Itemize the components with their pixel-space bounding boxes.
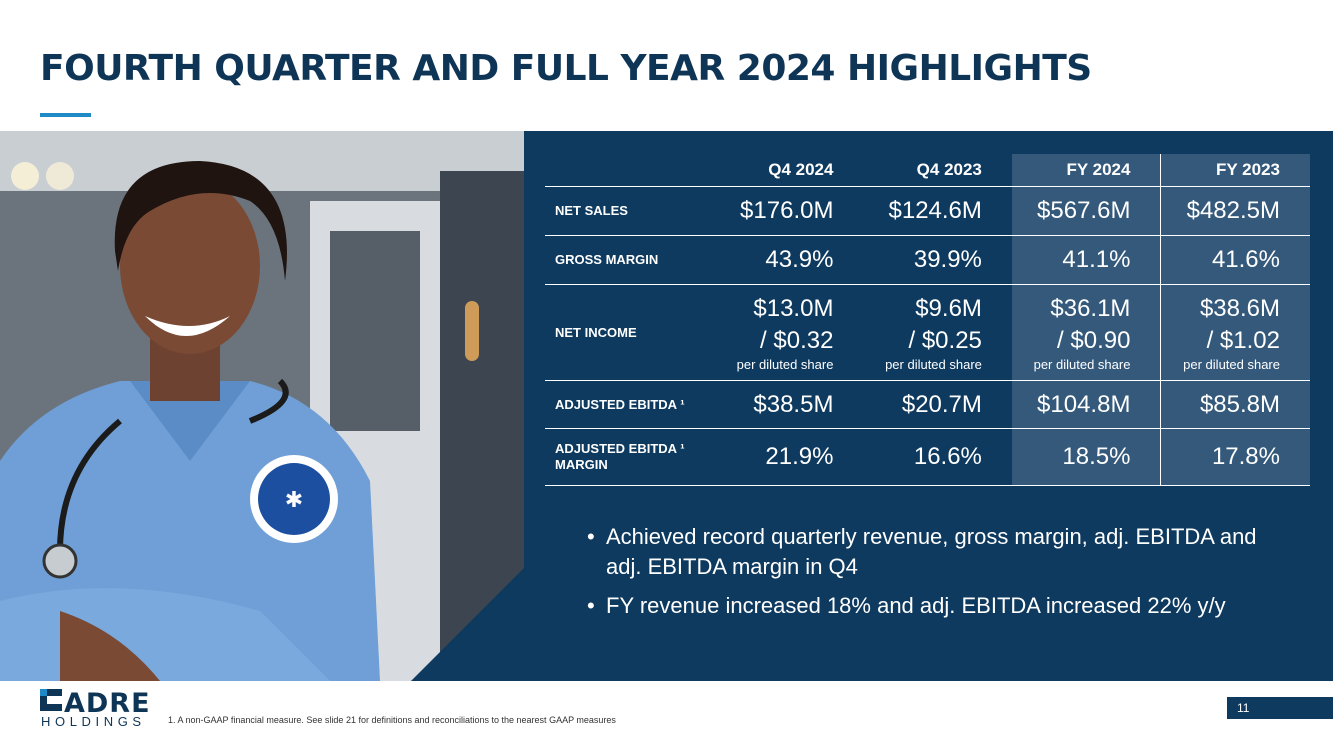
eps-value: / $0.90 bbox=[1057, 326, 1131, 354]
cell-value: $104.8M bbox=[1011, 380, 1161, 429]
table-header-row: Q4 2024 Q4 2023 FY 2024 FY 2023 bbox=[545, 154, 1310, 187]
eps-note: per diluted share bbox=[1183, 356, 1280, 372]
cell-value: $38.5M bbox=[715, 380, 864, 429]
title-accent-rule bbox=[40, 113, 91, 117]
highlights-bullets: Achieved record quarterly revenue, gross… bbox=[587, 522, 1287, 630]
eps-note: per diluted share bbox=[885, 356, 982, 372]
cell-value: 41.1% bbox=[1011, 235, 1161, 285]
row-label-adjusted-ebitda: ADJUSTED EBITDA ¹ bbox=[545, 380, 715, 429]
cell-value: $13.0M / $0.32 per diluted share bbox=[715, 284, 864, 381]
eps-value: / $0.32 bbox=[760, 326, 834, 354]
emt-photo: ✱ bbox=[0, 131, 600, 681]
cell-value: $38.6M / $1.02 per diluted share bbox=[1160, 284, 1310, 381]
highlights-table: Q4 2024 Q4 2023 FY 2024 FY 2023 NET SALE… bbox=[545, 154, 1310, 486]
net-income-value: $9.6M bbox=[915, 294, 982, 322]
cell-value: $85.8M bbox=[1160, 380, 1310, 429]
header-fy-2023: FY 2023 bbox=[1160, 154, 1310, 187]
row-label-net-sales: NET SALES bbox=[545, 186, 715, 236]
table-row: GROSS MARGIN 43.9% 39.9% 41.1% 41.6% bbox=[545, 235, 1310, 285]
eps-value: / $1.02 bbox=[1206, 326, 1280, 354]
cell-value: $176.0M bbox=[715, 186, 864, 236]
page-number: 11 bbox=[1227, 697, 1333, 719]
eps-note: per diluted share bbox=[736, 356, 834, 372]
logo-subtitle: HOLDINGS bbox=[41, 714, 146, 729]
cell-value: $124.6M bbox=[863, 186, 1012, 236]
cell-value: $567.6M bbox=[1011, 186, 1161, 236]
logo-wordmark: ADRE bbox=[64, 688, 151, 719]
table-row: NET SALES $176.0M $124.6M $567.6M $482.5… bbox=[545, 186, 1310, 236]
cell-value: $36.1M / $0.90 per diluted share bbox=[1011, 284, 1161, 381]
net-income-value: $13.0M bbox=[753, 294, 834, 322]
table-header-empty bbox=[545, 154, 715, 187]
row-label-adjusted-ebitda-margin: ADJUSTED EBITDA ¹ MARGIN bbox=[545, 428, 715, 486]
header-q4-2024: Q4 2024 bbox=[715, 154, 864, 187]
panel-corner-cut bbox=[411, 568, 524, 681]
row-label-net-income: NET INCOME bbox=[545, 284, 715, 381]
cadre-logo-icon bbox=[40, 689, 62, 711]
cell-value: 39.9% bbox=[863, 235, 1012, 285]
svg-text:✱: ✱ bbox=[285, 488, 303, 513]
bullet-item: Achieved record quarterly revenue, gross… bbox=[587, 522, 1287, 582]
cell-value: 43.9% bbox=[715, 235, 864, 285]
cell-value: $482.5M bbox=[1160, 186, 1310, 236]
header-fy-2024: FY 2024 bbox=[1011, 154, 1161, 187]
net-income-value: $38.6M bbox=[1199, 294, 1280, 322]
cell-value: 41.6% bbox=[1160, 235, 1310, 285]
cell-value: $20.7M bbox=[863, 380, 1012, 429]
cell-value: 17.8% bbox=[1160, 428, 1310, 486]
row-label-gross-margin: GROSS MARGIN bbox=[545, 235, 715, 285]
footnote: 1. A non-GAAP financial measure. See sli… bbox=[168, 715, 616, 725]
cell-value: 21.9% bbox=[715, 428, 864, 486]
label-line: MARGIN bbox=[555, 457, 608, 472]
bullet-item: FY revenue increased 18% and adj. EBITDA… bbox=[587, 591, 1287, 621]
cell-value: $9.6M / $0.25 per diluted share bbox=[863, 284, 1012, 381]
net-income-value: $36.1M bbox=[1050, 294, 1131, 322]
eps-note: per diluted share bbox=[1033, 356, 1131, 372]
cell-value: 16.6% bbox=[863, 428, 1012, 486]
header-q4-2023: Q4 2023 bbox=[863, 154, 1012, 187]
table-row: NET INCOME $13.0M / $0.32 per diluted sh… bbox=[545, 284, 1310, 381]
eps-value: / $0.25 bbox=[908, 326, 982, 354]
label-line: ADJUSTED EBITDA ¹ bbox=[555, 441, 685, 456]
table-row: ADJUSTED EBITDA ¹ MARGIN 21.9% 16.6% 18.… bbox=[545, 428, 1310, 486]
table-row: ADJUSTED EBITDA ¹ $38.5M $20.7M $104.8M … bbox=[545, 380, 1310, 429]
slide-title: FOURTH QUARTER AND FULL YEAR 2024 HIGHLI… bbox=[40, 48, 1092, 89]
cell-value: 18.5% bbox=[1011, 428, 1161, 486]
